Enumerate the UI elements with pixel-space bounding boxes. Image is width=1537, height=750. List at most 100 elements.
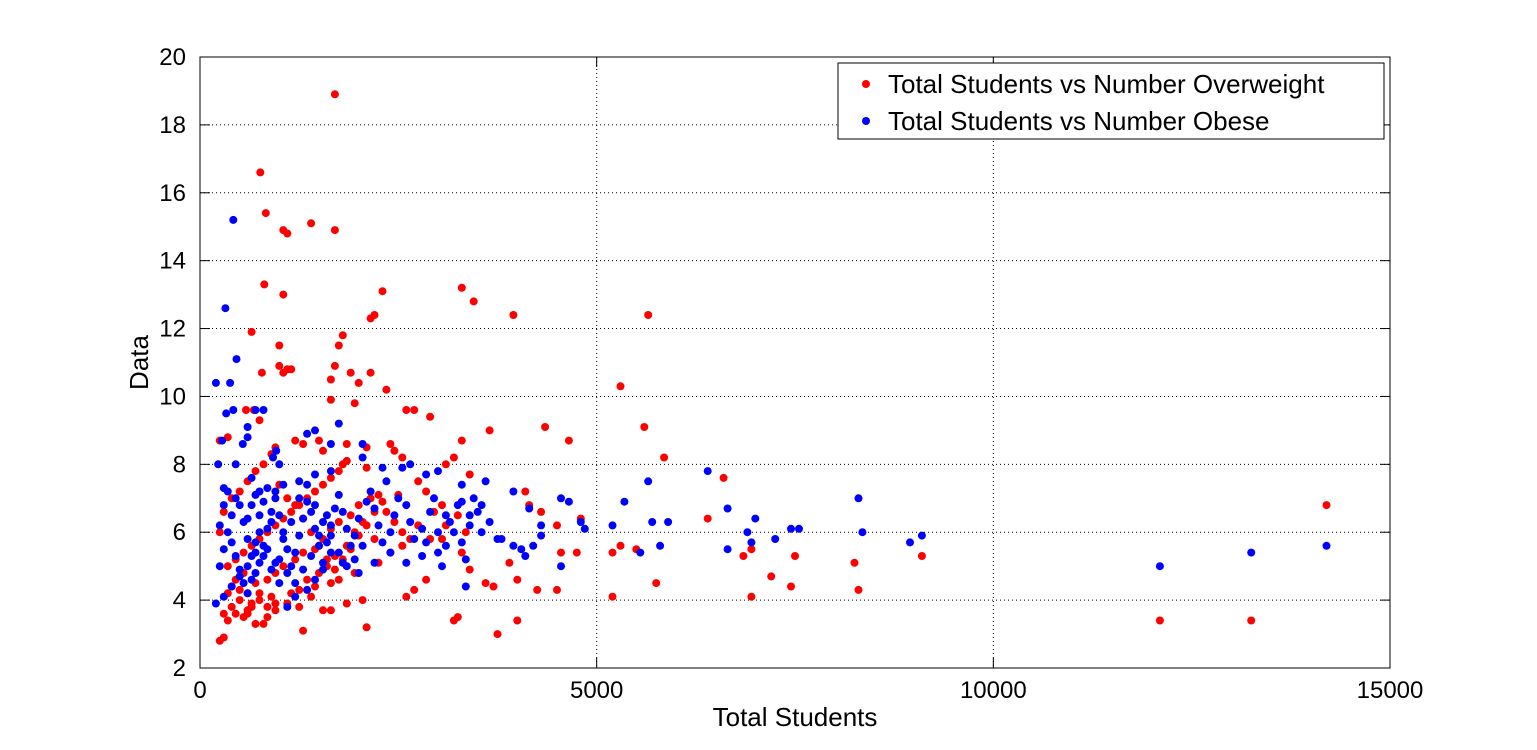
data-point	[481, 477, 490, 486]
data-point	[295, 477, 304, 486]
data-point	[303, 575, 312, 584]
data-point	[616, 382, 625, 391]
data-point	[239, 579, 248, 588]
data-point	[279, 290, 288, 299]
data-point	[441, 541, 450, 550]
data-point	[358, 453, 367, 462]
data-point	[235, 487, 244, 496]
data-point	[334, 575, 343, 584]
x-tick-label: 10000	[960, 677, 1027, 704]
data-point	[426, 507, 435, 516]
data-point	[434, 548, 442, 557]
data-point	[426, 412, 435, 421]
data-point	[402, 558, 411, 567]
data-point	[366, 314, 375, 323]
y-axis-label: Data	[124, 335, 154, 390]
data-point	[350, 531, 359, 540]
data-point	[656, 541, 665, 550]
data-point	[434, 528, 442, 537]
data-point	[295, 602, 304, 611]
data-point	[267, 592, 276, 601]
legend: Total Students vs Number Overweight Tota…	[837, 62, 1385, 140]
data-point	[854, 585, 863, 594]
data-point	[215, 562, 224, 571]
data-point	[295, 531, 304, 540]
data-point	[259, 619, 268, 628]
data-point	[303, 497, 312, 506]
data-point	[287, 562, 296, 571]
y-tick-label: 16	[159, 180, 186, 207]
data-point	[231, 552, 240, 560]
data-point	[787, 524, 795, 533]
data-point	[319, 480, 327, 489]
data-point	[303, 429, 312, 438]
data-point	[636, 548, 645, 557]
data-point	[235, 572, 244, 581]
data-point	[854, 494, 863, 503]
data-point	[287, 507, 296, 516]
data-point	[771, 535, 780, 543]
data-point	[218, 436, 227, 445]
data-point	[537, 521, 546, 530]
data-point	[315, 541, 323, 550]
data-point	[330, 504, 339, 513]
data-point	[256, 168, 265, 177]
data-point	[346, 368, 355, 377]
data-point	[422, 538, 431, 547]
data-point	[263, 524, 272, 533]
data-point	[1322, 501, 1331, 510]
y-tick-label: 20	[159, 44, 186, 71]
data-point	[275, 579, 284, 588]
data-point	[315, 531, 323, 540]
data-point	[299, 514, 308, 523]
y-tick-label: 4	[173, 587, 186, 614]
data-point	[366, 487, 375, 496]
data-point	[485, 518, 494, 526]
data-point	[453, 613, 462, 622]
data-point	[243, 514, 252, 523]
data-point	[580, 524, 589, 533]
data-point	[247, 327, 256, 336]
data-point	[319, 558, 327, 567]
data-point	[291, 592, 300, 601]
data-point	[303, 585, 312, 594]
data-point	[366, 368, 375, 377]
data-point	[319, 565, 327, 574]
data-point	[247, 501, 256, 510]
data-point	[354, 514, 363, 523]
data-point	[219, 501, 228, 510]
data-point	[211, 378, 220, 387]
data-point	[232, 355, 241, 364]
data-point	[271, 494, 280, 503]
data-point	[358, 440, 367, 448]
data-point	[703, 467, 712, 476]
data-point	[767, 572, 776, 581]
data-point	[477, 528, 486, 537]
data-point	[557, 562, 565, 571]
data-point	[247, 599, 256, 608]
data-point	[291, 436, 300, 445]
data-point	[378, 497, 387, 506]
data-point	[255, 416, 264, 425]
data-point	[235, 585, 244, 594]
data-point	[751, 514, 760, 523]
data-point	[473, 507, 482, 516]
legend-label-obese: Total Students vs Number Obese	[888, 106, 1270, 136]
data-point	[576, 518, 585, 526]
data-point	[505, 558, 514, 567]
data-point	[243, 609, 252, 618]
data-point	[291, 555, 300, 564]
data-point	[438, 535, 446, 543]
data-point	[354, 378, 363, 387]
data-point	[243, 535, 252, 543]
data-point	[521, 552, 530, 560]
data-point	[529, 541, 538, 550]
data-point	[303, 480, 312, 489]
data-point	[342, 524, 351, 533]
data-point	[430, 494, 438, 503]
data-point	[1155, 616, 1164, 625]
data-point	[275, 460, 284, 469]
data-point	[259, 406, 268, 414]
data-point	[608, 592, 617, 601]
data-point	[219, 592, 228, 601]
